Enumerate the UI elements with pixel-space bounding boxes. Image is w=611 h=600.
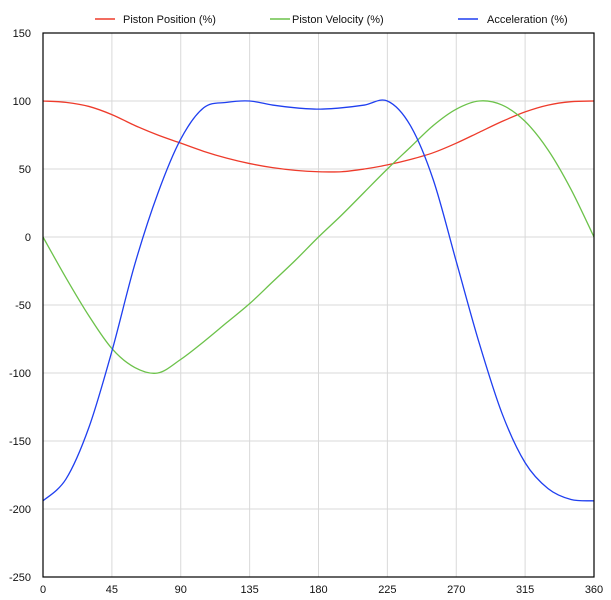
- series-line-acceleration: [42, 99, 595, 502]
- y-tick-label: -150: [9, 436, 31, 448]
- x-tick-label: 45: [106, 584, 118, 596]
- axes: 0 45 90 135 180 225 270 315 360 -250 -200 -150 -100 -…: [9, 28, 603, 596]
- grid-lines: [43, 33, 594, 577]
- y-tick-label: 50: [19, 164, 31, 176]
- legend-label: Acceleration (%): [487, 14, 568, 26]
- series-line-velocity: [42, 100, 595, 374]
- series-lines: [42, 99, 595, 502]
- x-tick-label: 225: [378, 584, 396, 596]
- legend-label: Piston Position (%): [123, 14, 216, 26]
- y-tick-label: -250: [9, 572, 31, 584]
- y-tick-label: -50: [15, 300, 31, 312]
- x-tick-label: 0: [40, 584, 46, 596]
- x-tick-label: 135: [240, 584, 258, 596]
- y-tick-label: -100: [9, 368, 31, 380]
- x-tick-label: 180: [309, 584, 327, 596]
- legend: Piston Position (%) Piston Velocity (%) Ac…: [95, 14, 568, 26]
- x-tick-label: 360: [585, 584, 603, 596]
- y-tick-label: 100: [13, 96, 31, 108]
- legend-label: Piston Velocity (%): [292, 14, 384, 26]
- y-tick-label: 0: [25, 232, 31, 244]
- series-line-position: [42, 100, 595, 173]
- y-tick-label: 150: [13, 28, 31, 40]
- x-tick-label: 90: [175, 584, 187, 596]
- x-tick-label: 315: [516, 584, 534, 596]
- y-tick-label: -200: [9, 504, 31, 516]
- plot-frame: [42, 32, 595, 578]
- x-tick-label: 270: [447, 584, 465, 596]
